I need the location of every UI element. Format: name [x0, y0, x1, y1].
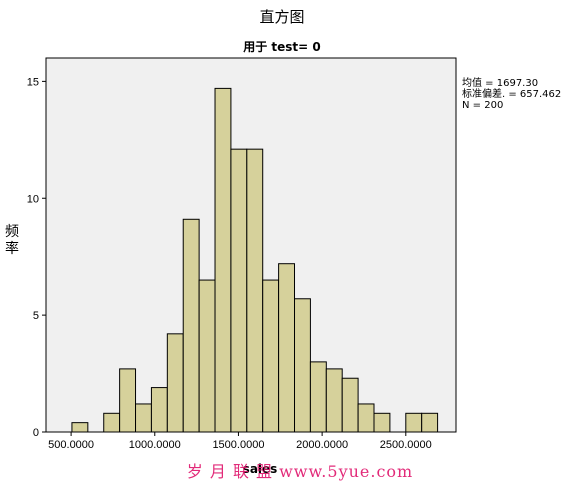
- chart-subtitle: 用于 test= 0: [243, 40, 321, 54]
- histogram-bar: [135, 403, 152, 433]
- histogram-bar: [325, 368, 343, 433]
- chart-title: 直方图: [259, 8, 305, 26]
- histogram-bar: [278, 263, 296, 433]
- x-tick-label: 2000.0000: [296, 439, 348, 451]
- histogram-bar: [262, 279, 280, 433]
- y-tick-label: 5: [33, 310, 39, 322]
- statistics-legend: 均值 = 1697.30 标准偏差. = 657.462 N = 200: [462, 78, 561, 111]
- y-tick-label: 15: [27, 76, 39, 88]
- x-axis-label: sales: [242, 462, 278, 476]
- histogram-bar: [405, 412, 423, 433]
- y-axis-label: 频率: [5, 224, 19, 257]
- histogram-bar: [230, 148, 248, 433]
- histogram-bar: [150, 387, 168, 433]
- histogram-bar: [294, 298, 311, 433]
- stat-mean: 均值 = 1697.30: [462, 78, 539, 89]
- histogram-bar: [198, 279, 216, 433]
- histogram-bar: [246, 148, 264, 433]
- x-tick-label: 1000.0000: [129, 439, 181, 451]
- histogram-bar: [341, 377, 359, 433]
- stat-n: N = 200: [462, 100, 504, 111]
- y-tick-label: 10: [27, 193, 39, 205]
- watermark: 岁 月 联 盟 www.5yue.com: [186, 462, 414, 481]
- histogram-bar: [373, 412, 391, 433]
- histogram-bar: [214, 87, 232, 433]
- histogram-bar: [421, 412, 439, 433]
- histogram-bar: [71, 422, 89, 433]
- histogram-bar: [119, 368, 137, 433]
- histogram-bar: [182, 218, 200, 433]
- stat-std-dev: 标准偏差. = 657.462: [462, 89, 562, 100]
- histogram-bar: [103, 412, 121, 433]
- histogram-bar: [357, 403, 375, 433]
- x-tick-label: 2500.0000: [380, 439, 432, 451]
- histogram-bar: [309, 361, 327, 433]
- x-tick-label: 500.0000: [48, 439, 94, 451]
- histogram-bar: [166, 333, 184, 433]
- x-tick-label: 1500.0000: [212, 439, 264, 451]
- y-tick-label: 0: [33, 427, 39, 439]
